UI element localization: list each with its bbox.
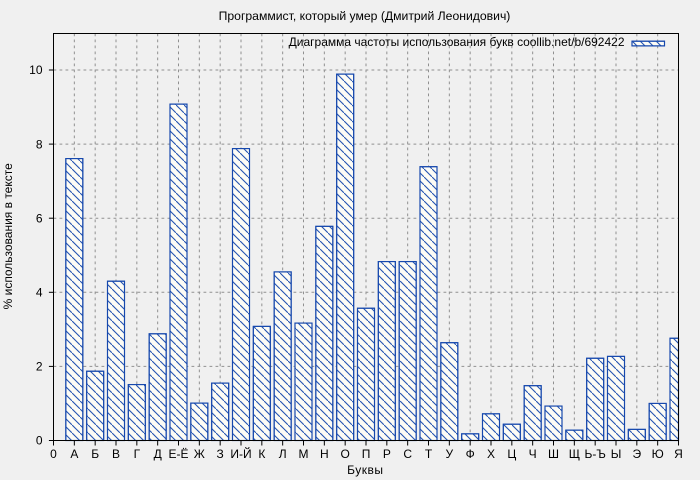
svg-text:Е-Ё: Е-Ё: [168, 447, 188, 461]
svg-text:Ю: Ю: [652, 447, 664, 461]
svg-text:А: А: [70, 447, 78, 461]
svg-text:М: М: [299, 447, 309, 461]
svg-text:Л: Л: [279, 447, 287, 461]
svg-text:Р: Р: [383, 447, 391, 461]
svg-text:Б: Б: [91, 447, 99, 461]
svg-text:Д: Д: [154, 447, 162, 461]
svg-text:Ь-Ъ: Ь-Ъ: [584, 447, 605, 461]
svg-text:У: У: [446, 447, 454, 461]
svg-text:Щ: Щ: [569, 447, 580, 461]
svg-text:0: 0: [36, 434, 43, 448]
svg-text:2: 2: [36, 360, 43, 374]
svg-text:4: 4: [36, 286, 43, 300]
svg-text:Я: Я: [674, 447, 683, 461]
svg-text:Ч: Ч: [529, 447, 537, 461]
svg-text:И-Й: И-Й: [230, 446, 251, 461]
svg-text:Ы: Ы: [611, 447, 622, 461]
svg-text:0: 0: [50, 447, 57, 461]
svg-text:В: В: [112, 447, 120, 461]
svg-text:Буквы: Буквы: [347, 463, 383, 477]
svg-text:З: З: [217, 447, 224, 461]
svg-text:П: П: [362, 447, 371, 461]
svg-text:Т: Т: [425, 447, 433, 461]
svg-text:Г: Г: [134, 447, 141, 461]
svg-text:Ж: Ж: [194, 447, 205, 461]
svg-text:Ц: Ц: [507, 447, 516, 461]
svg-text:О: О: [340, 447, 349, 461]
svg-text:Х: Х: [487, 447, 495, 461]
svg-text:К: К: [258, 447, 265, 461]
svg-text:С: С: [403, 447, 412, 461]
svg-text:6: 6: [36, 211, 43, 225]
svg-text:Ш: Ш: [548, 447, 559, 461]
svg-text:Н: Н: [320, 447, 329, 461]
svg-text:% использования в тексте: % использования в тексте: [1, 163, 15, 309]
svg-text:Диаграмма частоты использовани: Диаграмма частоты использования букв coo…: [289, 35, 625, 49]
svg-text:Ф: Ф: [466, 447, 475, 461]
svg-text:8: 8: [36, 137, 43, 151]
svg-text:10: 10: [29, 63, 43, 77]
svg-text:Программист, который умер (Дми: Программист, который умер (Дмитрий Леони…: [219, 9, 511, 23]
svg-text:Э: Э: [633, 447, 642, 461]
